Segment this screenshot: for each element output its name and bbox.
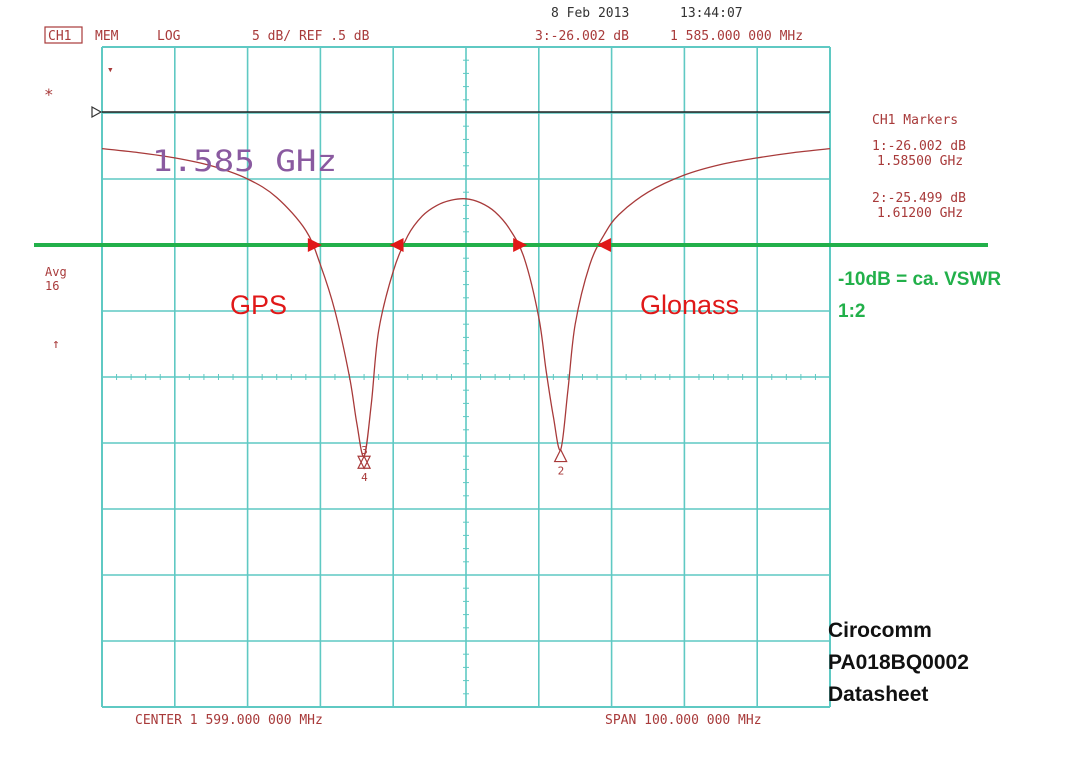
- frequency-annotation: 1.585 GHz: [152, 144, 337, 178]
- threshold-arrow-right: [307, 238, 322, 252]
- marker-2-triangle: [553, 448, 568, 463]
- mem-label: MEM: [95, 29, 119, 44]
- time-label: 13:44:07: [680, 6, 743, 21]
- format-label: LOG: [157, 29, 181, 44]
- marker-2-label: 2: [558, 465, 565, 478]
- vswr-note-line2: 1:2: [838, 301, 865, 322]
- marker-3-label: 3: [361, 444, 368, 457]
- star-icon: *: [44, 85, 54, 104]
- reference-pointer-icon: [91, 105, 103, 119]
- marker-1-label: 4: [361, 471, 368, 484]
- plot-grid: [101, 46, 831, 708]
- threshold-arrow-left: [597, 238, 612, 252]
- glonass-label: Glonass: [640, 290, 739, 320]
- markers-panel-title: CH1 Markers: [872, 113, 958, 128]
- scale-pointer-icon: ▾: [107, 63, 114, 76]
- marker-1-value: 1:-26.002 dB: [872, 139, 966, 154]
- threshold-arrow-right: [513, 238, 528, 252]
- marker-2-frequency: 1.61200 GHz: [877, 206, 963, 221]
- marker-1-triangle: [357, 454, 372, 469]
- marker-2-value: 2:-25.499 dB: [872, 191, 966, 206]
- channel-label: CH1: [48, 29, 71, 44]
- scale-label: 5 dB/ REF .5 dB: [252, 29, 370, 44]
- gps-label: GPS: [230, 290, 287, 320]
- span-label: SPAN 100.000 000 MHz: [605, 713, 762, 728]
- vswr-note-line1: -10dB = ca. VSWR: [838, 269, 1001, 290]
- active-marker-frequency: 1 585.000 000 MHz: [670, 29, 803, 44]
- averaging-label: Avg: [45, 265, 67, 279]
- channel-box: [44, 26, 83, 44]
- averaging-count: 16: [45, 279, 59, 293]
- threshold-arrows: [307, 238, 612, 252]
- active-marker-value: 3:-26.002 dB: [535, 29, 629, 44]
- up-arrow-icon: ↑: [52, 337, 60, 352]
- center-frequency-label: CENTER 1 599.000 000 MHz: [135, 713, 323, 728]
- source-line2: PA018BQ0002: [828, 651, 969, 674]
- source-line1: Cirocomm: [828, 619, 932, 642]
- source-line3: Datasheet: [828, 683, 928, 706]
- marker-3-triangle: [357, 455, 372, 470]
- marker-group: 4 2 3: [357, 444, 568, 484]
- marker-1-frequency: 1.58500 GHz: [877, 154, 963, 169]
- threshold-arrow-left: [389, 238, 404, 252]
- date-label: 8 Feb 2013: [551, 6, 629, 21]
